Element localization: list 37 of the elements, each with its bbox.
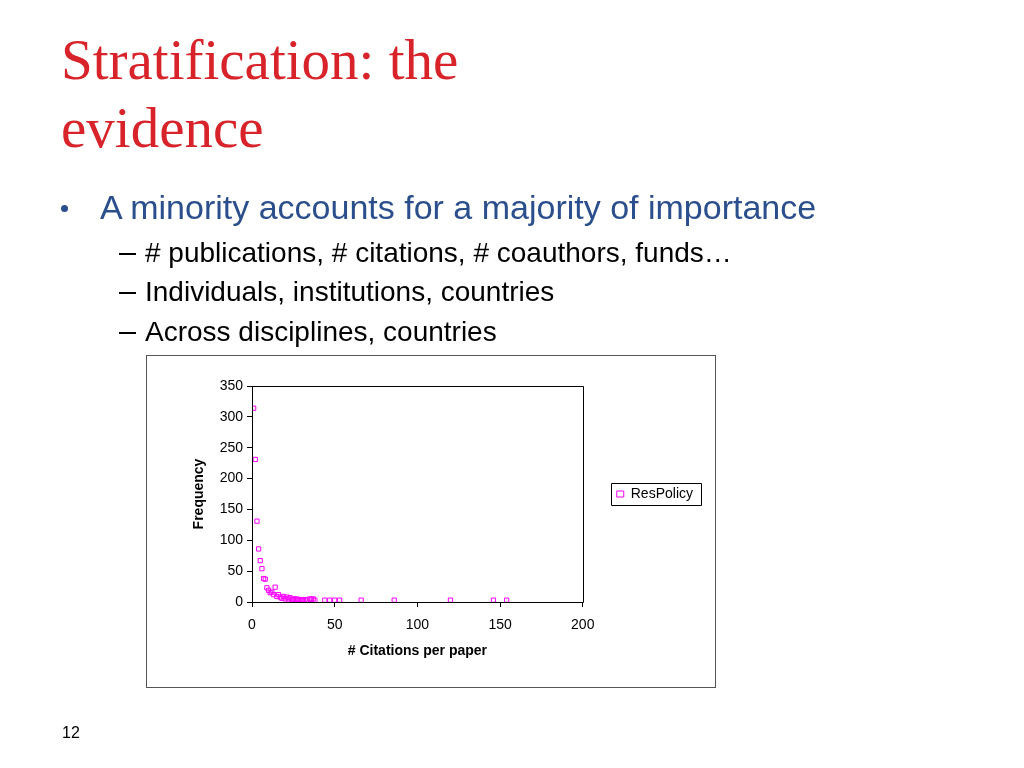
text: Individuals, institutions, countries: [145, 276, 555, 308]
x-tick-label: 100: [405, 616, 430, 633]
y-tick-label: 200: [219, 469, 244, 486]
point: [337, 597, 343, 602]
point: [327, 597, 333, 602]
y-tick-label: 300: [219, 407, 244, 424]
y-tick-label: 0: [235, 592, 244, 609]
point: [447, 597, 454, 602]
x-tick-label: 200: [571, 616, 595, 633]
point: [504, 597, 510, 602]
x-axis-title: # Citations per paper: [347, 642, 488, 659]
point: [332, 597, 338, 602]
y-tick-label: 350: [219, 376, 244, 393]
y-axis-title: Frequency: [190, 458, 207, 530]
text: Across disciplines, countries: [145, 316, 497, 348]
y-tick-label: 250: [219, 438, 244, 455]
point: [259, 566, 265, 572]
y-tick-label: 50: [227, 562, 244, 578]
point: [490, 597, 497, 602]
point: [254, 518, 260, 524]
y-tick-label: 150: [219, 500, 244, 517]
x-tick-label: 50: [326, 616, 343, 633]
point: [257, 558, 263, 564]
y-tick-label: 100: [219, 531, 244, 548]
text: 12: [62, 724, 80, 742]
point: [322, 597, 328, 602]
point: [255, 546, 262, 552]
point: [358, 597, 364, 602]
x-tick-label: 0: [248, 616, 257, 633]
text: A minority accounts for a majority of importance: [100, 187, 817, 227]
x-tick-label: 150: [488, 616, 512, 633]
chart-title: Stratification: the evidence: [61, 27, 460, 161]
point: [272, 584, 278, 590]
text: # publications, # citations, # coauthors, funds…: [145, 237, 732, 269]
legend-label: ResPolicy: [630, 484, 694, 501]
point: [252, 456, 258, 463]
point: [391, 597, 397, 602]
